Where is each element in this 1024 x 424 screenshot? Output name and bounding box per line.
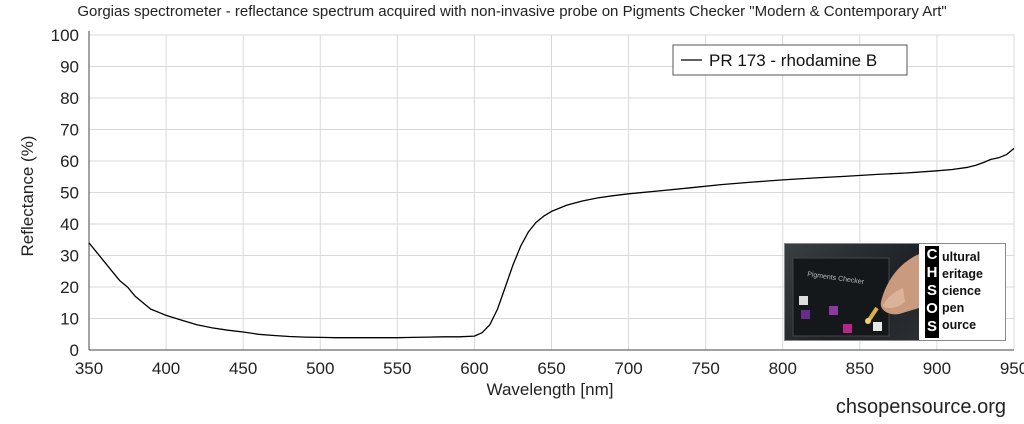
logo-photo: Pigments Checker	[785, 244, 919, 340]
chart-title: Gorgias spectrometer - reflectance spect…	[77, 3, 947, 20]
axes	[88, 31, 1014, 351]
y-tick-label: 0	[70, 341, 79, 360]
x-tick-label: 550	[383, 359, 411, 378]
x-tick-label: 900	[923, 359, 951, 378]
y-tick-label: 50	[60, 184, 79, 203]
logo-letter: H	[926, 264, 938, 281]
logo-word: eritage	[942, 267, 983, 281]
x-tick-label: 800	[769, 359, 797, 378]
y-tick-label: 90	[60, 58, 79, 77]
y-tick-label: 70	[60, 121, 79, 140]
series-group	[88, 147, 1015, 339]
x-tick-label: 500	[306, 359, 334, 378]
logo-word: cience	[942, 284, 981, 298]
x-tick-label: 350	[75, 359, 103, 378]
y-tick-label: 60	[60, 152, 79, 171]
x-tick-label: 750	[691, 359, 719, 378]
logo-word: ource	[942, 318, 977, 332]
y-tick-label: 40	[60, 215, 79, 234]
y-tick-labels: 0 10 20 30 40 50 60 70 80 90 100	[51, 26, 79, 360]
x-axis-label: Wavelength [nm]	[487, 380, 614, 399]
y-axis-label: Reflectance (%)	[18, 136, 37, 257]
logo-word: pen	[942, 301, 965, 315]
y-tick-label: 100	[51, 26, 79, 45]
x-tick-label: 600	[460, 359, 488, 378]
series-line	[88, 147, 1015, 339]
x-tick-label: 700	[614, 359, 642, 378]
legend-label: PR 173 - rhodamine B	[709, 51, 877, 70]
x-tick-label: 850	[846, 359, 874, 378]
logo-letter: S	[926, 282, 937, 299]
logo-letter: C	[926, 246, 938, 263]
x-tick-label: 450	[229, 359, 257, 378]
watermark: chsopensource.org	[835, 396, 1006, 418]
legend: PR 173 - rhodamine B	[672, 44, 908, 76]
y-tick-label: 10	[60, 310, 79, 329]
x-tick-labels: 350 400 450 500 550 600 650 700 750 800 850 900 950	[75, 359, 1024, 378]
logo-letter: O	[926, 300, 938, 317]
y-tick-label: 80	[60, 89, 79, 108]
y-tick-label: 30	[60, 247, 79, 266]
x-tick-label: 650	[537, 359, 565, 378]
logo-word: ultural	[942, 250, 981, 264]
y-tick-label: 20	[60, 278, 79, 297]
x-tick-label: 950	[1000, 359, 1024, 378]
legend-box	[672, 44, 908, 76]
x-tick-label: 400	[152, 359, 180, 378]
logo-letter: S	[926, 318, 937, 335]
